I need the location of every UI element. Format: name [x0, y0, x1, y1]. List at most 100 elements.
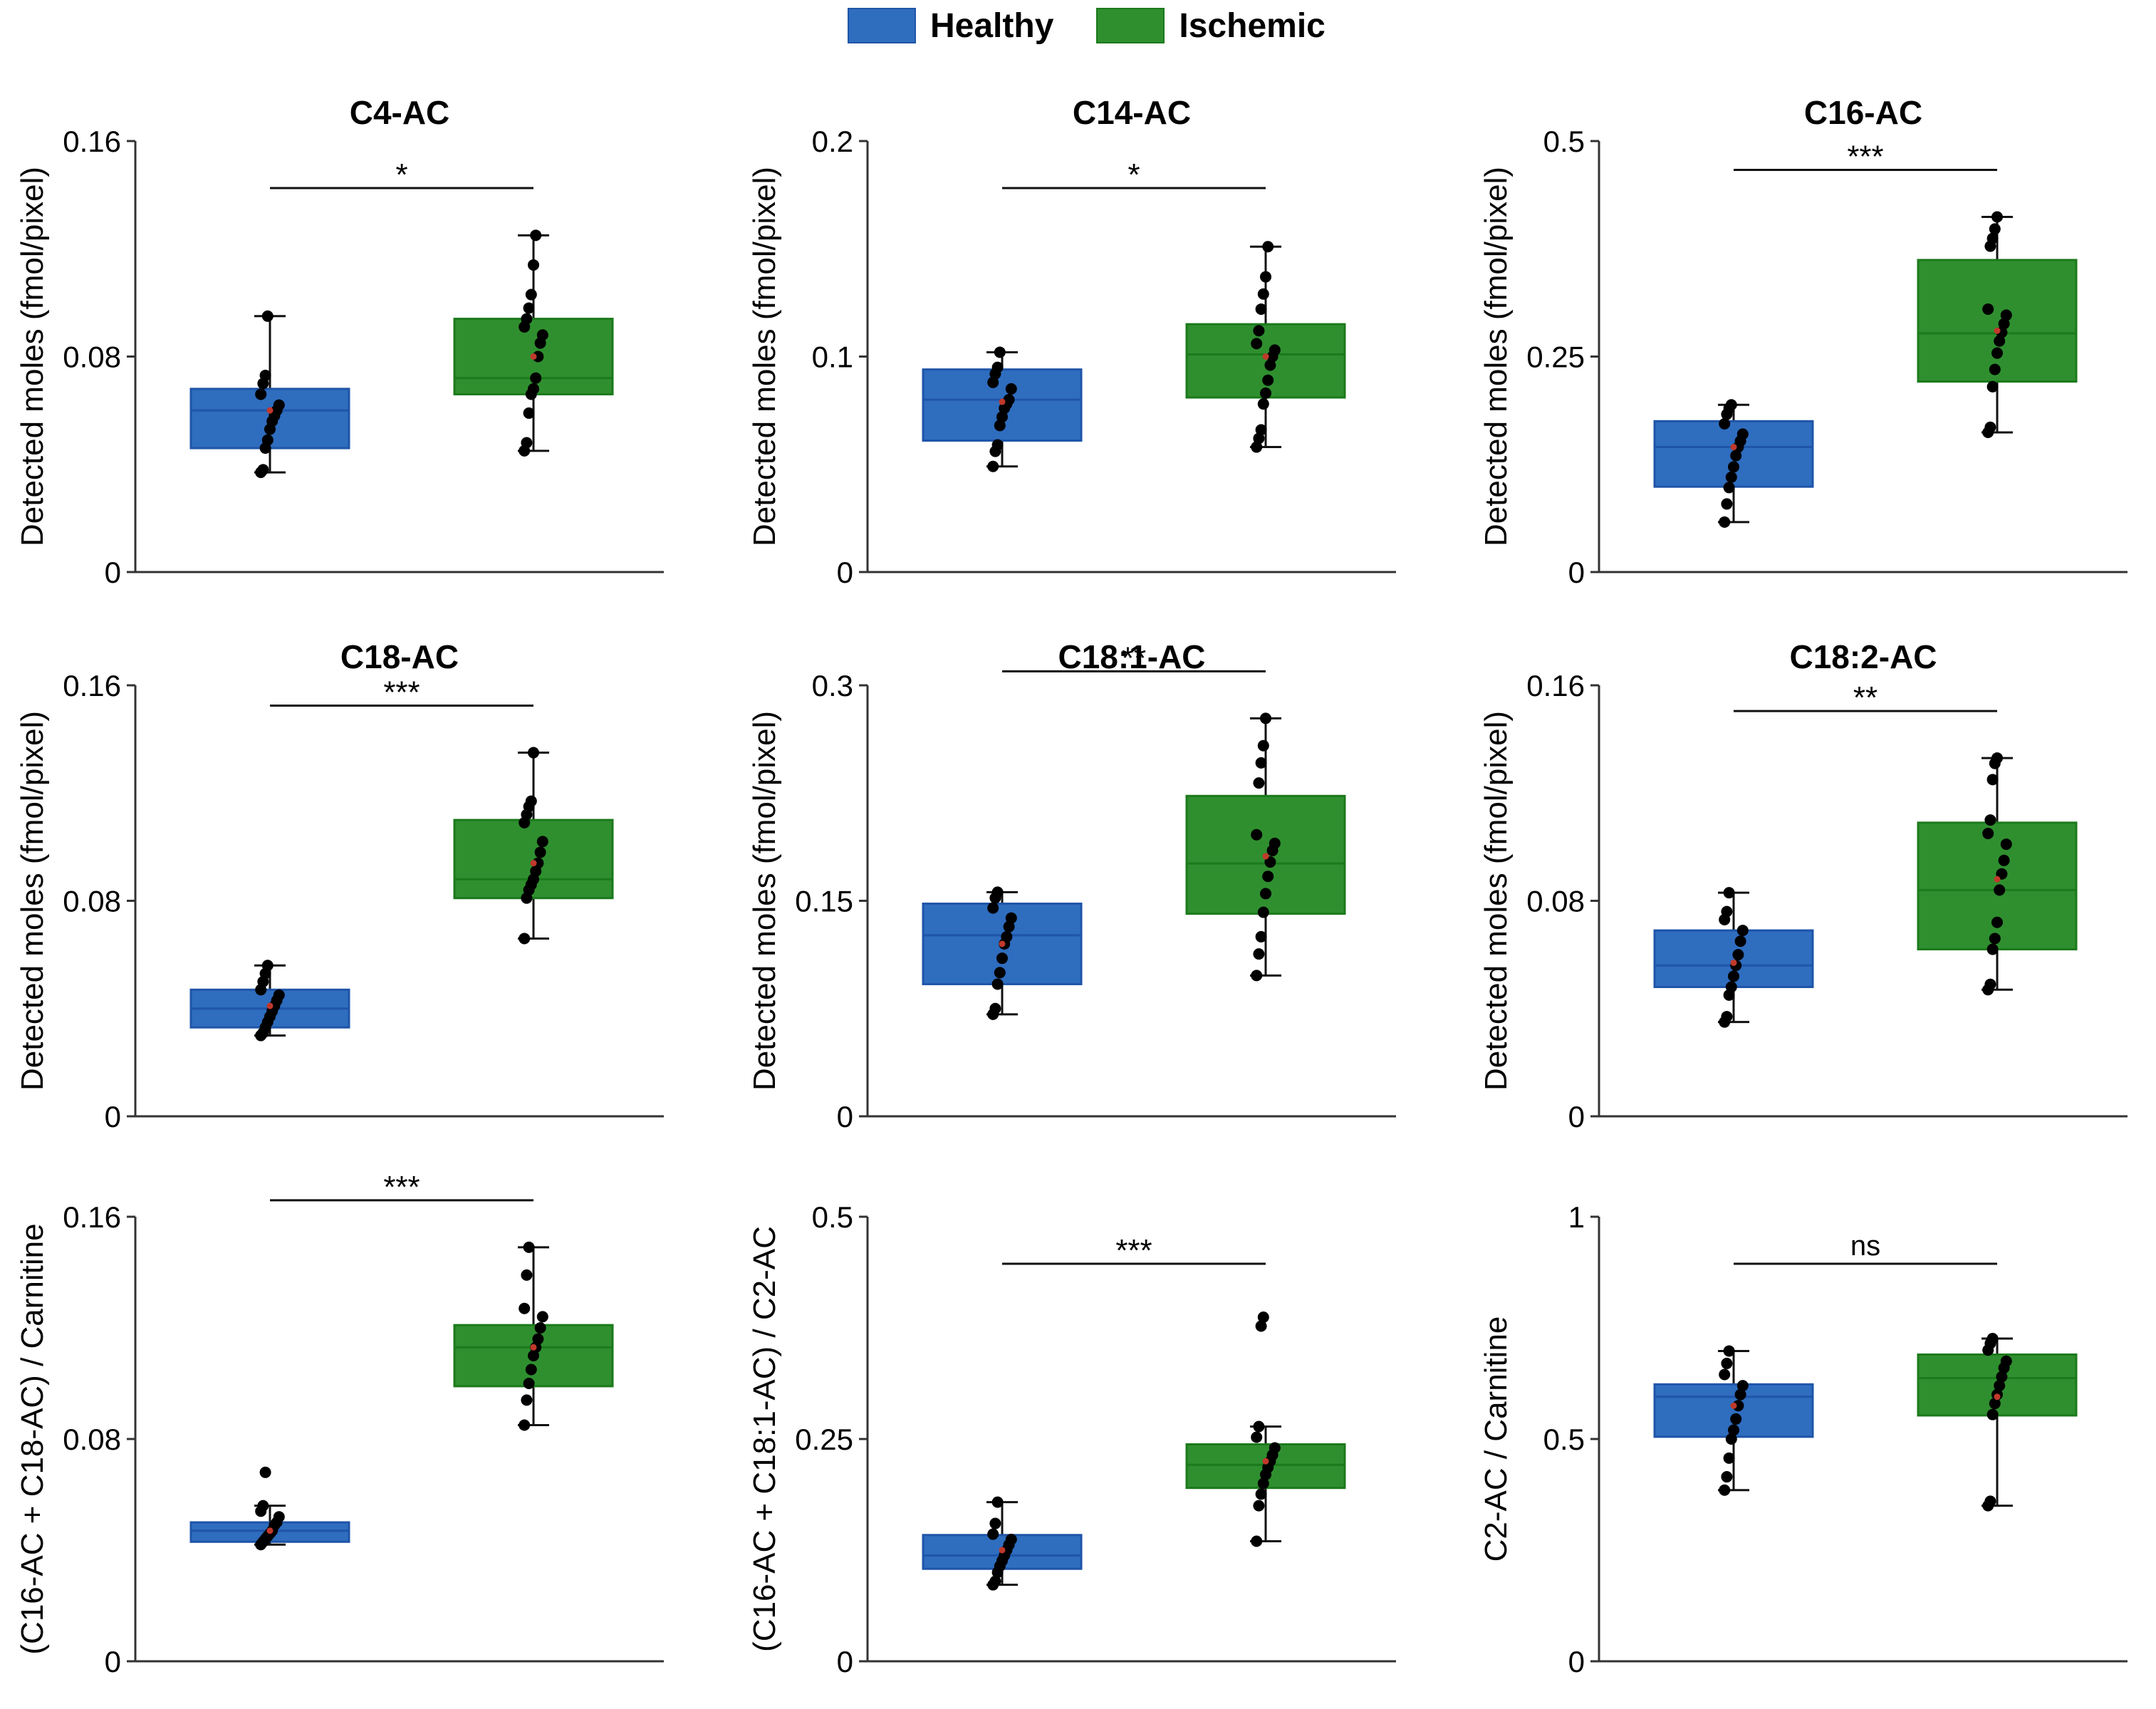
data-point-healthy [994, 420, 1006, 432]
y-tick-label: 0 [1568, 556, 1585, 589]
y-tick-label: 0.1 [812, 341, 853, 374]
data-point-ischemic [2000, 309, 2012, 321]
data-point-ischemic [1986, 774, 1999, 786]
y-tick-label: 0 [105, 556, 121, 589]
data-point-ischemic [2000, 1355, 2012, 1367]
y-tick-label: 0.08 [63, 341, 121, 374]
data-point-healthy [987, 460, 999, 472]
data-point-ischemic [523, 1378, 535, 1389]
y-tick-label: 0.08 [1526, 885, 1585, 918]
data-point-healthy [1723, 1345, 1735, 1357]
significance-label: *** [1847, 139, 1883, 174]
y-tick-label: 0.08 [63, 1423, 121, 1456]
data-point-healthy [991, 439, 1004, 451]
data-point-healthy [1728, 1424, 1739, 1436]
data-point-ischemic [1986, 232, 1999, 244]
data-point-ischemic [1982, 827, 1994, 839]
data-point-ischemic [528, 747, 539, 759]
data-point-healthy [1721, 905, 1733, 918]
mean-marker-ischemic [1262, 1458, 1269, 1465]
data-point-ischemic [1262, 241, 1274, 253]
data-point-ischemic [1991, 211, 2003, 223]
data-point-healthy [257, 1500, 269, 1512]
y-tick-label: 0 [837, 556, 853, 589]
data-point-ischemic [1255, 757, 1267, 769]
y-tick-label: 0.5 [1543, 1423, 1585, 1456]
data-point-ischemic [525, 289, 537, 301]
mean-marker-ischemic [1994, 327, 2001, 334]
data-point-ischemic [1996, 1371, 2008, 1383]
data-point-ischemic [2000, 838, 2012, 851]
chart-title: C18:1-AC [1058, 638, 1205, 675]
data-point-ischemic [536, 329, 548, 341]
data-point-healthy [989, 1575, 1001, 1587]
data-point-healthy [991, 361, 1004, 373]
legend-label-ischemic: Ischemic [1179, 6, 1326, 45]
data-point-healthy [1003, 920, 1015, 933]
data-point-ischemic [1984, 814, 1996, 826]
data-point-ischemic [1253, 948, 1265, 960]
data-point-healthy [261, 310, 274, 322]
y-tick-label: 0.2 [812, 125, 853, 158]
data-point-healthy [273, 399, 285, 411]
y-tick-label: 0.25 [795, 1423, 853, 1456]
data-point-ischemic [528, 383, 539, 395]
data-point-ischemic [1257, 906, 1269, 918]
data-point-ischemic [523, 1241, 535, 1253]
data-point-ischemic [1251, 828, 1263, 841]
data-point-healthy [261, 434, 274, 446]
significance-label: *** [383, 1170, 420, 1205]
data-point-ischemic [530, 229, 542, 241]
mean-marker-healthy [266, 407, 274, 414]
data-point-ischemic [1255, 303, 1267, 315]
chart-panel-7: (C16-AC + C18-AC) / Carnitine 0 0.08 0.16 **… [15, 1170, 664, 1678]
data-point-ischemic [1994, 884, 2006, 896]
data-point-ischemic [1994, 1380, 2006, 1392]
box-ischemic [1185, 323, 1346, 399]
y-tick-label: 0.25 [1526, 341, 1585, 374]
mean-marker-healthy [999, 940, 1006, 947]
y-axis-label: Detected moles (fmol/pixel) [747, 167, 782, 546]
data-point-healthy [1719, 516, 1731, 528]
chart-panel-4: C18-AC Detected moles (fmol/pixel) 0 0.08 0.… [15, 638, 664, 1133]
chart-panel-1: C4-AC Detected moles (fmol/pixel) 0 0.08 0.1… [15, 94, 664, 589]
data-point-ischemic [1989, 363, 2001, 375]
data-point-ischemic [1251, 970, 1263, 982]
mean-marker-healthy [1730, 444, 1737, 451]
data-point-healthy [994, 967, 1006, 979]
data-point-ischemic [534, 1322, 546, 1334]
chart-panel-3: C16-AC Detected moles (fmol/pixel) 0 0.25 0.… [1479, 94, 2128, 589]
data-point-healthy [273, 1511, 285, 1523]
data-point-ischemic [1251, 338, 1263, 350]
significance-label: ns [1850, 1230, 1880, 1262]
data-point-ischemic [1262, 374, 1274, 386]
mean-marker-ischemic [1262, 353, 1269, 360]
chart-panel-2: C14-AC Detected moles (fmol/pixel) 0 0.1 0.2… [747, 94, 1396, 589]
y-tick-label: 0 [105, 1645, 121, 1678]
y-tick-label: 0 [1568, 1100, 1585, 1133]
data-point-ischemic [1998, 854, 2010, 866]
data-point-healthy [259, 369, 271, 381]
mean-marker-ischemic [1994, 1393, 2001, 1401]
significance-label: ** [1853, 680, 1878, 715]
chart-panel-9: C2-AC / Carnitine 0 0.5 1 ns [1479, 1200, 2128, 1678]
chart-title: C18:2-AC [1789, 638, 1937, 675]
data-point-ischemic [525, 795, 537, 807]
data-point-ischemic [1257, 288, 1269, 300]
data-point-ischemic [1269, 837, 1281, 849]
y-tick-label: 0 [837, 1100, 853, 1133]
data-point-ischemic [1253, 777, 1265, 789]
data-point-healthy [1723, 482, 1735, 494]
y-tick-label: 0 [837, 1645, 853, 1678]
data-point-ischemic [536, 1311, 548, 1323]
data-point-healthy [257, 464, 269, 476]
box-ischemic [1917, 259, 2078, 383]
data-point-healthy [1734, 935, 1746, 947]
data-point-healthy [1723, 887, 1735, 899]
legend: Healthy Ischemic [848, 4, 1368, 47]
data-point-ischemic [1251, 441, 1263, 453]
data-point-ischemic [536, 836, 548, 848]
data-point-ischemic [1991, 752, 2003, 764]
legend-item-healthy: Healthy [848, 6, 1053, 46]
